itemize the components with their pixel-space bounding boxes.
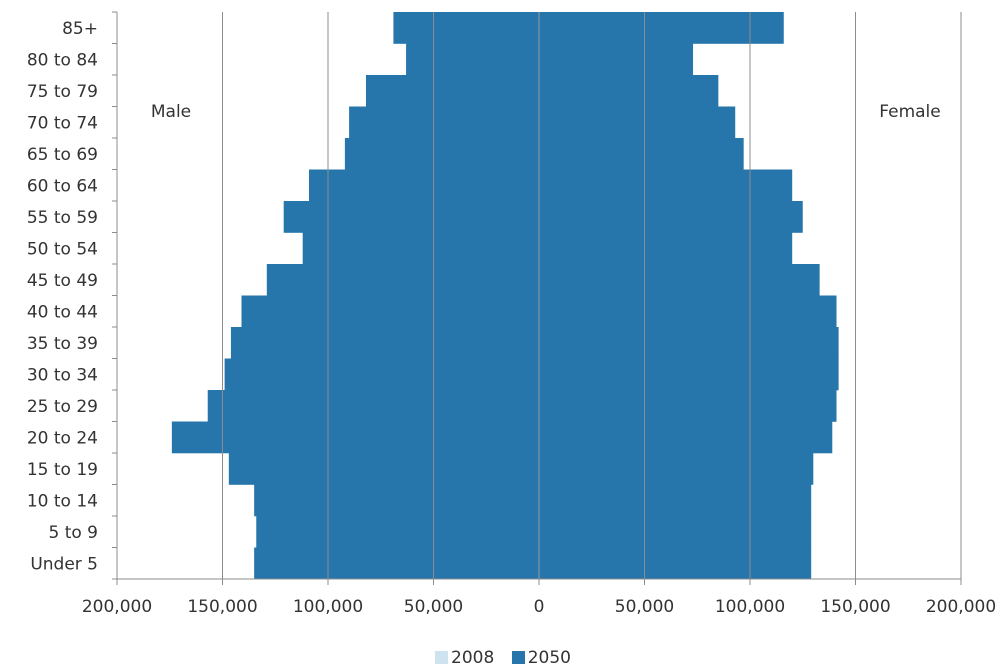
bar-2050-female-50-to-54	[539, 232, 793, 265]
bar-2050-male-15-to-19	[228, 453, 539, 485]
bar-2050-male-under-5	[254, 547, 539, 580]
chart-annotations: Male Female	[151, 102, 941, 122]
bar-2050-female-5-to-9	[539, 516, 812, 548]
y-label-15-to-19: 15 to 19	[27, 460, 98, 480]
y-label-75-to-79: 75 to 79	[27, 82, 98, 102]
legend-item-2008: 2008	[435, 648, 494, 668]
bar-2050-male-30-to-34	[224, 358, 540, 391]
bar-2050-female-60-to-64	[539, 169, 793, 202]
bar-2050-male-70-to-74	[349, 106, 539, 139]
y-label-35-to-39: 35 to 39	[27, 334, 98, 354]
y-label-under-5: Under 5	[30, 554, 98, 574]
bar-2050-female-25-to-29	[539, 390, 837, 422]
y-label-70-to-74: 70 to 74	[27, 113, 98, 133]
bar-2050-male-55-to-59	[283, 201, 539, 233]
axes	[112, 11, 962, 585]
bar-2050-male-10-to-14	[254, 484, 539, 517]
x-label-1: 150,000	[187, 597, 257, 617]
x-label-0: 200,000	[82, 597, 152, 617]
legend-swatch-2050	[511, 651, 525, 664]
series-2050-bars	[171, 12, 839, 580]
legend-label-2050: 2050	[527, 648, 571, 668]
bar-2050-female-70-to-74	[539, 106, 736, 139]
bar-2050-male-50-to-54	[302, 232, 539, 265]
y-label-55-to-59: 55 to 59	[27, 208, 98, 228]
bar-2050-female-55-to-59	[539, 201, 803, 233]
x-label-2: 100,000	[293, 597, 363, 617]
y-label-60-to-64: 60 to 64	[27, 176, 98, 196]
bar-2050-female-80-to-84	[539, 43, 694, 76]
y-label-30-to-34: 30 to 34	[27, 365, 98, 385]
bar-2050-male-35-to-39	[230, 327, 539, 359]
bar-2050-female-under-5	[539, 547, 812, 580]
bar-2050-female-20-to-24	[539, 421, 833, 454]
bar-2050-male-45-to-49	[266, 264, 539, 296]
legend-swatch-2008	[435, 651, 449, 664]
y-label-85-plus: 85+	[62, 19, 98, 39]
x-label-5: 50,000	[615, 597, 674, 617]
bar-2050-male-85-plus	[393, 12, 539, 44]
bar-2050-female-75-to-79	[539, 75, 719, 107]
bar-2050-male-65-to-69	[344, 138, 539, 170]
y-label-10-to-14: 10 to 14	[27, 491, 98, 511]
bar-2050-male-20-to-24	[171, 421, 540, 454]
x-axis-labels: 200,000 150,000 100,000 50,000 0 50,000 100,00…	[82, 597, 996, 617]
y-axis-labels: 85+ 80 to 84 75 to 79 70 to 74 65 to 69 60 to…	[27, 19, 98, 575]
annotation-male: Male	[151, 102, 191, 122]
bar-2050-female-15-to-19	[539, 453, 814, 485]
y-label-50-to-54: 50 to 54	[27, 239, 98, 259]
bar-2050-male-25-to-29	[207, 390, 540, 422]
x-label-3: 50,000	[404, 597, 463, 617]
bar-2050-female-10-to-14	[539, 484, 812, 517]
bar-2050-female-35-to-39	[539, 327, 839, 359]
y-label-25-to-29: 25 to 29	[27, 397, 98, 417]
y-label-65-to-69: 65 to 69	[27, 145, 98, 165]
x-label-7: 150,000	[820, 597, 890, 617]
bar-2050-female-65-to-69	[539, 138, 744, 170]
annotation-female: Female	[879, 102, 940, 122]
x-label-4: 0	[534, 597, 545, 617]
bar-2050-male-60-to-64	[309, 169, 539, 202]
y-label-40-to-44: 40 to 44	[27, 302, 98, 322]
y-label-20-to-24: 20 to 24	[27, 428, 98, 448]
x-label-6: 100,000	[715, 597, 785, 617]
bar-2050-male-80-to-84	[406, 43, 539, 76]
bar-2050-male-40-to-44	[241, 295, 540, 328]
chart-legend: 2008 2050	[0, 648, 1006, 668]
x-label-8: 200,000	[926, 597, 996, 617]
bar-2050-male-5-to-9	[256, 516, 539, 548]
y-label-5-to-9: 5 to 9	[48, 523, 98, 543]
bar-2050-female-30-to-34	[539, 358, 839, 391]
bar-2050-female-85-plus	[539, 12, 784, 44]
y-label-45-to-49: 45 to 49	[27, 271, 98, 291]
bar-2050-female-40-to-44	[539, 295, 837, 328]
legend-label-2008: 2008	[451, 648, 495, 668]
y-label-80-to-84: 80 to 84	[27, 50, 98, 70]
legend-item-2050: 2050	[511, 648, 571, 668]
bar-2050-female-45-to-49	[539, 264, 820, 296]
gridlines	[222, 12, 962, 579]
bar-2050-male-75-to-79	[365, 75, 539, 107]
